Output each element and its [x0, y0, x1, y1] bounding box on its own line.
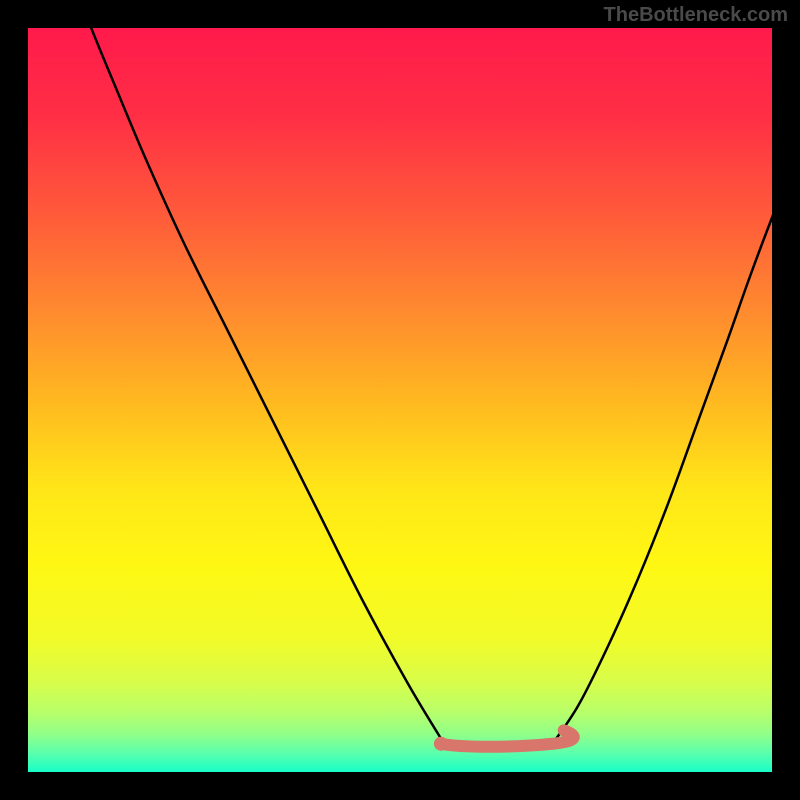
- valley-highlight-segment: [441, 730, 574, 746]
- chart-curve-layer: [0, 0, 800, 800]
- curve-right-branch: [553, 181, 787, 744]
- watermark-text: TheBottleneck.com: [604, 4, 788, 27]
- valley-start-dot: [434, 737, 448, 751]
- curve-left-branch: [84, 6, 441, 739]
